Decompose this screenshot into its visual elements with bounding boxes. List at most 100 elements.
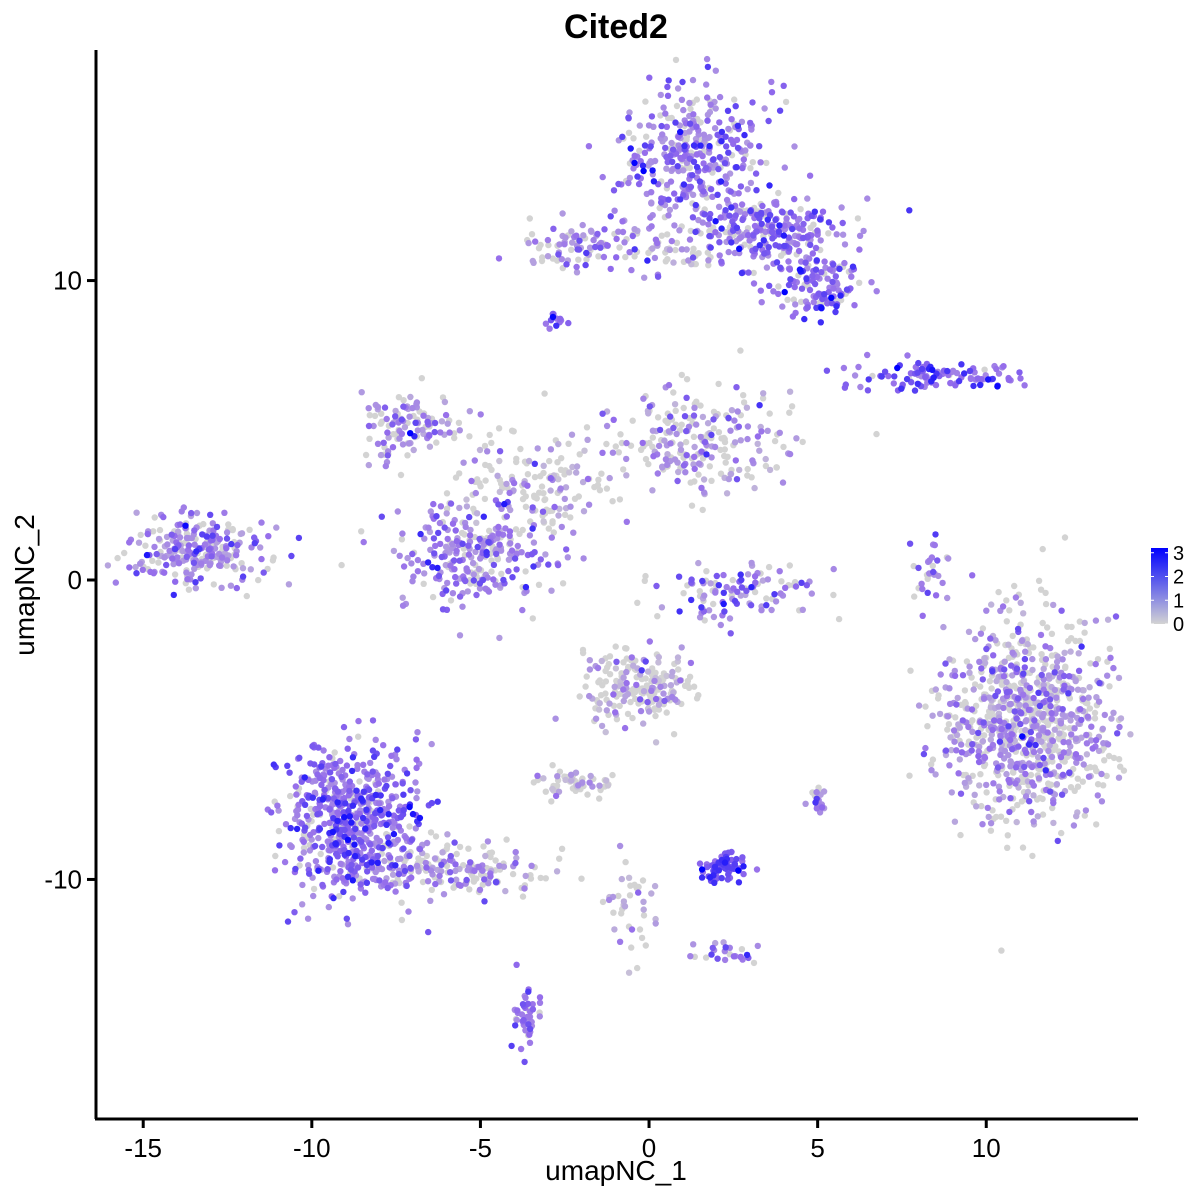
cell-point-center-bottom-bulb <box>563 546 570 553</box>
cell-point-center-left-arm <box>396 435 403 442</box>
cell-point-bottom-left-tail <box>401 867 409 875</box>
cell-point-bottom-left-cluster <box>324 838 331 845</box>
cell-point-top-right-arm <box>644 257 651 264</box>
cell-point-top-right-cluster <box>654 273 662 280</box>
cell-point-center-bottom-bulb <box>465 542 472 549</box>
cell-point-bottom-left-cluster <box>358 820 365 827</box>
cell-point-center-right-arm <box>734 408 741 415</box>
cell-point-small-arc <box>641 577 648 584</box>
cell-point-center-right-arm <box>779 479 787 486</box>
cell-point-left-cluster <box>171 571 179 578</box>
cell-point-top-left-strip <box>594 230 601 238</box>
cell-point-top-right-cluster <box>693 96 700 103</box>
cell-point-top-left-strip <box>575 246 583 253</box>
cell-point-big-right-cluster <box>1005 776 1012 784</box>
cell-point-bottom-left-tail <box>415 855 422 862</box>
cell-point-big-right-cluster <box>1103 772 1110 780</box>
cell-point-left-cluster <box>143 551 151 559</box>
cell-point-left-cluster <box>133 570 140 577</box>
cell-point-bottom-left-cluster <box>311 789 319 796</box>
cell-point-top-right-cluster <box>687 105 694 113</box>
cell-point-top-left-strip <box>544 236 552 244</box>
cell-point-small-arc <box>699 577 706 585</box>
cell-point-top-right-tail <box>777 264 784 271</box>
cell-point-thin-streak <box>918 580 925 587</box>
cell-point-center-right-arm <box>672 407 679 414</box>
cell-point-center-bottom-bulb <box>443 587 450 594</box>
cell-point-left-cluster <box>216 562 223 569</box>
cell-point-center-stem <box>539 508 547 515</box>
cell-point-center-left-arm <box>382 462 389 470</box>
cell-point-center-right-arm <box>723 490 731 497</box>
cell-point-lower-center-strand <box>626 892 634 899</box>
cell-point-big-right-cluster <box>1044 624 1051 631</box>
cell-point-left-cluster <box>205 546 213 553</box>
cell-point-small-blue-cluster <box>740 863 747 870</box>
cell-point-big-right-cluster <box>979 821 986 828</box>
cell-point-center-right-arm <box>623 472 630 479</box>
cell-point-bottom-left-tail <box>503 836 510 843</box>
cell-point-big-right-cluster <box>1038 651 1045 658</box>
cell-point-center-lower-tail <box>549 785 556 793</box>
cell-point-bottom-left-cluster <box>340 723 348 731</box>
cell-point-bottom-left-cluster <box>408 836 416 844</box>
cell-point-big-right-cluster <box>951 818 959 825</box>
cell-point-bottom-left-cluster <box>336 830 343 838</box>
cell-point-center-stem <box>488 466 495 473</box>
cell-point-bottom-left-tail <box>416 845 424 853</box>
cell-point-center-lower-cluster <box>632 695 639 703</box>
cell-point-top-right-cluster <box>647 143 654 150</box>
x-tick-label: -15 <box>124 1133 162 1163</box>
cell-point-big-right-cluster <box>1050 601 1057 609</box>
cell-point-small-right-blob <box>813 789 820 796</box>
cell-point-top-right-cluster <box>741 131 748 139</box>
cell-point-center-bottom-bulb <box>501 500 508 508</box>
cell-point-left-cluster <box>156 526 164 534</box>
cell-point-top-right-cluster <box>761 105 768 112</box>
cell-point-center-right-arm <box>623 455 630 463</box>
cell-point-top-left-strip <box>621 239 628 246</box>
cell-point-right-streak <box>953 369 961 377</box>
cell-point-bottom-small-cluster <box>526 1031 533 1038</box>
cell-point-bottom-left-cluster <box>347 866 355 873</box>
cell-point-center-right-arm <box>698 448 705 455</box>
cell-point-bottom-left-cluster <box>306 870 313 877</box>
cell-point-lower-center-strand <box>605 896 613 904</box>
cell-point-small-arc <box>723 583 730 591</box>
cell-point-center-left-arm <box>455 419 463 426</box>
cell-point-top-right-arm <box>797 206 804 213</box>
cell-point-bottom-left-cluster <box>305 862 312 869</box>
cell-point-center-stem <box>598 470 605 477</box>
cell-point-small-arc <box>680 590 687 597</box>
cell-point-big-right-cluster <box>1017 599 1024 606</box>
cell-point-big-right-cluster <box>1004 844 1011 851</box>
cell-point-small-blue-cluster <box>733 855 740 863</box>
cell-point-top-right-cluster <box>722 173 729 180</box>
cell-point-bottom-left-cluster <box>306 831 314 839</box>
cell-point-big-right-cluster <box>1066 725 1073 732</box>
cell-point-big-right-cluster <box>960 771 967 779</box>
cell-point-big-right-cluster <box>1064 623 1071 630</box>
cell-point-big-right-cluster <box>1030 694 1037 702</box>
cell-point-small-blue-cluster <box>698 866 706 873</box>
cell-point-bottom-left-cluster <box>293 791 300 798</box>
cell-point-left-cluster <box>139 566 146 573</box>
cell-point-bottom-left-cluster <box>326 754 333 761</box>
cell-point-top-right-cluster <box>636 122 643 129</box>
cell-point-top-left-strip <box>590 236 597 244</box>
cell-point-center-bottom-bulb <box>529 525 536 532</box>
cell-point-bottom-left-cluster <box>381 776 388 783</box>
cell-point-lower-center-strand <box>640 906 647 913</box>
cell-point-center-right-arm <box>697 433 704 441</box>
cell-point-top-right-tail <box>750 269 757 277</box>
cell-point-center-right-arm <box>617 431 624 438</box>
cell-point-left-cluster <box>126 539 133 546</box>
cell-point-lower-center-strand <box>599 898 607 906</box>
cell-point-big-right-cluster <box>959 717 966 724</box>
cell-point-big-right-cluster <box>1007 763 1014 770</box>
cell-point-center-lower-tail <box>584 791 591 798</box>
cell-point-bottom-left-tail <box>422 859 429 867</box>
cell-point-big-right-cluster <box>1062 663 1069 670</box>
cell-point-big-right-cluster <box>1098 798 1106 805</box>
cell-point-left-cluster <box>183 553 190 560</box>
